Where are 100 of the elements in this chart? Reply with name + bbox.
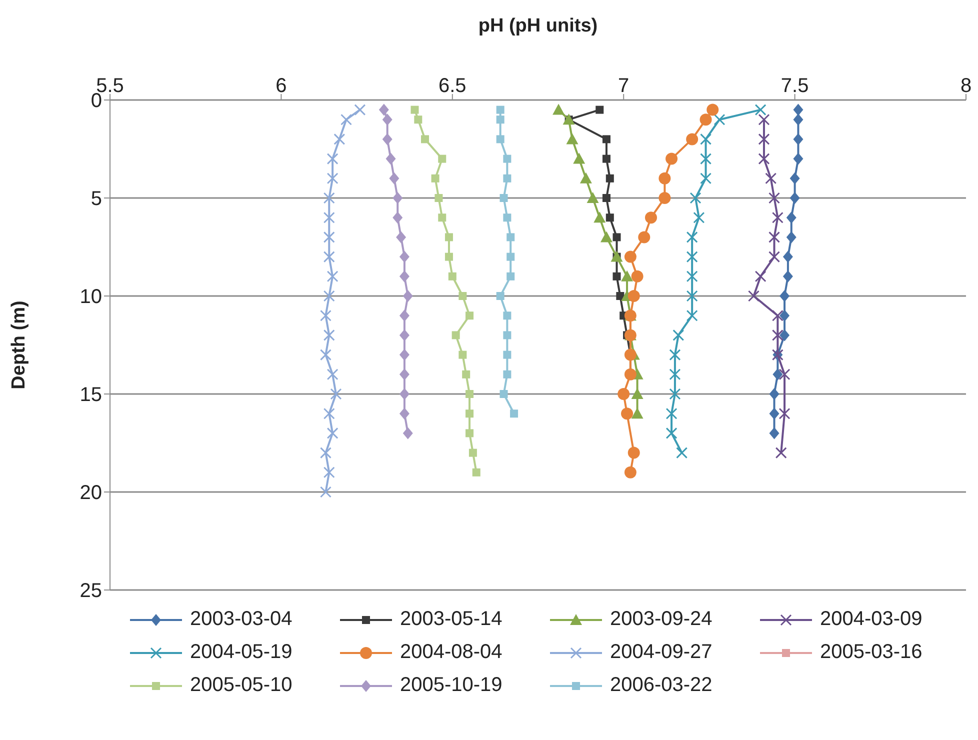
- point: [602, 135, 610, 144]
- point: [758, 114, 770, 126]
- point: [320, 349, 332, 361]
- point: [462, 370, 470, 378]
- legend-label: 2003-05-14: [400, 608, 502, 631]
- point: [786, 231, 796, 244]
- point: [768, 192, 780, 204]
- legend-label: 2004-03-09: [820, 608, 922, 631]
- point: [690, 192, 702, 204]
- point: [421, 135, 430, 144]
- legend-label: 2004-05-19: [190, 641, 292, 664]
- point: [399, 408, 410, 420]
- point: [566, 133, 578, 144]
- point: [780, 310, 790, 322]
- point: [378, 104, 389, 116]
- x-tick-label: 6: [276, 75, 287, 97]
- point: [468, 448, 477, 457]
- point: [793, 104, 804, 116]
- point: [503, 214, 512, 222]
- point: [772, 310, 784, 322]
- point: [790, 192, 800, 204]
- point: [448, 272, 456, 280]
- legend-label: 2005-03-16: [820, 641, 922, 664]
- point: [323, 466, 335, 478]
- point: [326, 427, 338, 439]
- point: [552, 104, 565, 115]
- point: [466, 429, 474, 438]
- point: [778, 408, 790, 420]
- point: [706, 104, 719, 116]
- point: [638, 231, 650, 244]
- x-tick-label: 7.5: [780, 75, 809, 97]
- point: [396, 231, 406, 244]
- point: [503, 154, 512, 163]
- point: [628, 446, 640, 459]
- point: [714, 114, 726, 126]
- point: [503, 174, 512, 182]
- y-tick-label: 15: [80, 384, 102, 406]
- point: [500, 194, 508, 202]
- point: [748, 290, 760, 302]
- point: [606, 174, 614, 182]
- point: [686, 270, 698, 282]
- point: [399, 348, 410, 361]
- point: [686, 133, 698, 146]
- point: [399, 270, 410, 282]
- point: [444, 233, 453, 242]
- point: [658, 192, 671, 204]
- point: [320, 447, 332, 459]
- point: [666, 152, 678, 165]
- point: [669, 368, 681, 380]
- y-tick-label: 10: [80, 286, 102, 308]
- point: [466, 410, 474, 418]
- x-axis-title: pH (pH units): [478, 15, 598, 36]
- point: [612, 233, 621, 242]
- point: [458, 292, 467, 300]
- point: [382, 114, 392, 126]
- point: [676, 447, 688, 459]
- y-tick-label: 5: [90, 188, 102, 210]
- point: [326, 172, 338, 184]
- legend-label: 2003-09-24: [610, 608, 712, 631]
- point: [624, 250, 636, 263]
- point: [644, 212, 657, 224]
- point: [320, 486, 332, 498]
- y-tick-label: 20: [80, 482, 102, 504]
- point: [624, 466, 636, 478]
- point: [580, 172, 592, 184]
- point: [399, 388, 410, 400]
- point: [503, 312, 512, 320]
- point: [399, 250, 410, 263]
- point: [765, 172, 777, 184]
- point: [631, 408, 644, 419]
- point: [496, 116, 504, 124]
- point: [596, 106, 604, 114]
- point: [323, 212, 335, 224]
- legend-label: 2004-09-27: [610, 641, 712, 664]
- point: [621, 408, 634, 420]
- point: [452, 331, 460, 340]
- point: [769, 388, 780, 400]
- point: [503, 350, 512, 359]
- point: [658, 172, 671, 184]
- point: [399, 329, 410, 342]
- point: [354, 104, 366, 116]
- point: [323, 290, 335, 302]
- point: [410, 106, 419, 114]
- point: [602, 194, 610, 202]
- point: [612, 272, 621, 280]
- point: [666, 408, 678, 420]
- point: [323, 192, 335, 204]
- point: [602, 154, 610, 163]
- point: [496, 292, 504, 300]
- point: [431, 174, 440, 182]
- point: [769, 408, 780, 420]
- point: [618, 388, 630, 400]
- point: [786, 212, 796, 224]
- point: [700, 114, 712, 126]
- point: [782, 250, 793, 263]
- legend-label: 2003-03-04: [190, 608, 292, 631]
- legend-label: 2005-10-19: [400, 674, 502, 697]
- point: [672, 329, 684, 341]
- point: [330, 388, 342, 400]
- point: [444, 252, 453, 261]
